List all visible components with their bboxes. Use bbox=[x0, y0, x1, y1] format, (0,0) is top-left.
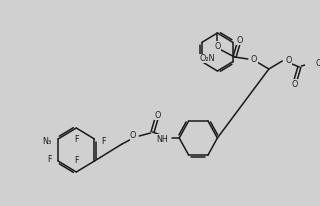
Text: O: O bbox=[285, 55, 292, 64]
Text: F: F bbox=[74, 156, 78, 165]
Text: O: O bbox=[251, 55, 257, 63]
Text: F: F bbox=[74, 135, 78, 144]
Text: O: O bbox=[154, 110, 161, 119]
Text: O: O bbox=[292, 80, 298, 89]
Text: O: O bbox=[236, 35, 243, 44]
Text: O: O bbox=[130, 131, 136, 140]
Text: O: O bbox=[316, 59, 320, 68]
Text: O: O bbox=[214, 41, 220, 50]
Text: O₂N: O₂N bbox=[199, 54, 214, 63]
Text: NH: NH bbox=[156, 135, 168, 144]
Text: F: F bbox=[47, 154, 52, 164]
Text: F: F bbox=[101, 137, 106, 145]
Text: N₃: N₃ bbox=[42, 137, 52, 145]
